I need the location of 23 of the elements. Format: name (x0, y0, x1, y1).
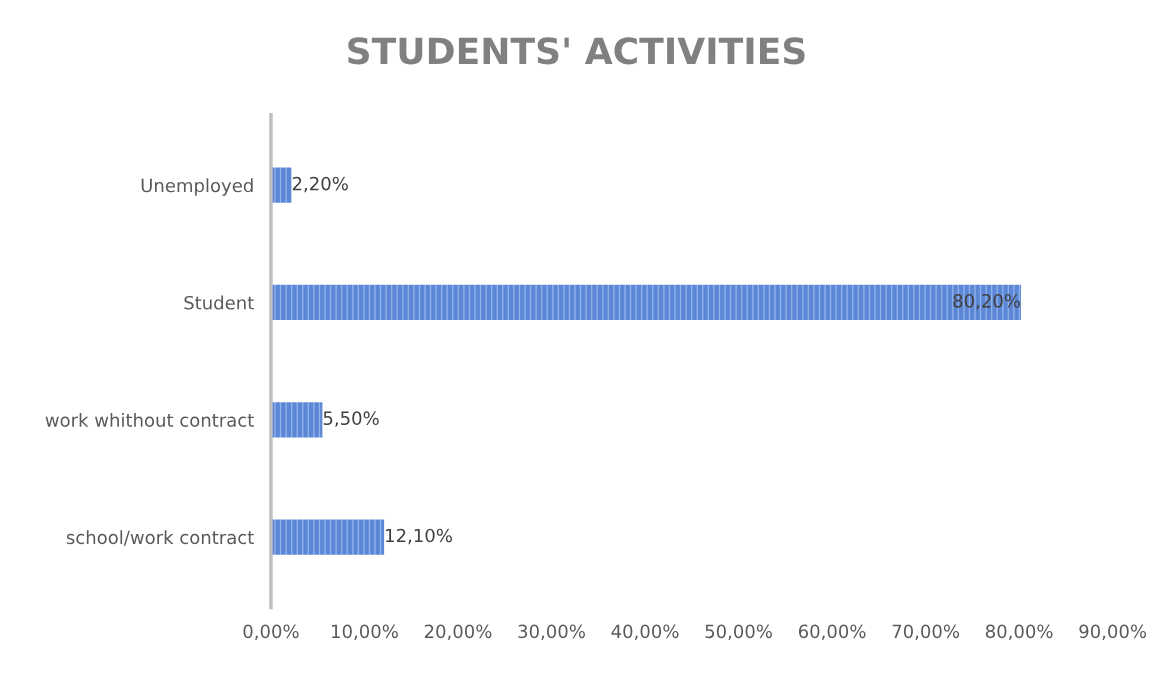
bar (270, 519, 385, 555)
x-tick-label: 20,00% (424, 624, 492, 640)
data-label: 12,10% (386, 528, 452, 545)
data-label: 5,50% (323, 411, 379, 427)
y-tick-label: work whithout contract (45, 412, 254, 427)
x-tick-label: 50,00% (705, 624, 772, 640)
y-tick-label: Unemployed (141, 178, 253, 196)
x-tick-label: 60,00% (798, 624, 866, 640)
bar (270, 402, 323, 438)
y-tick-label: Student (184, 295, 254, 310)
x-tick-label: 10,00% (332, 624, 398, 640)
x-tick-label: 70,00% (892, 624, 960, 640)
chart-title: STUDENTS' ACTIVITIES (348, 37, 805, 65)
x-tick-label: 40,00% (611, 624, 679, 640)
x-tick-label: 30,00% (518, 624, 585, 640)
data-label: 2,20% (292, 176, 348, 193)
x-tick-label: 80,00% (985, 624, 1053, 640)
bar (270, 284, 1021, 321)
data-label: 80,20% (953, 294, 1020, 310)
x-tick-label: 90,00% (1079, 624, 1147, 640)
bar (270, 167, 292, 203)
y-tick-label: school/work contract (66, 530, 254, 546)
x-tick-label: 0,00% (243, 624, 299, 640)
